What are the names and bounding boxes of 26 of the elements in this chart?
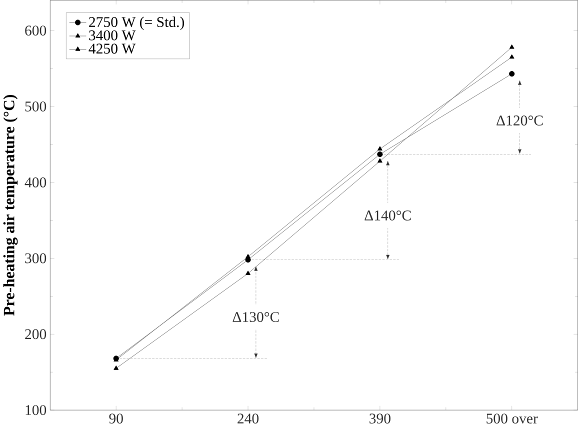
y-axis-title: Pre-heating air temperature (°C) xyxy=(3,95,18,316)
annotation: Δ120°C xyxy=(496,116,543,126)
x-tick-label: 390 xyxy=(370,414,390,424)
point xyxy=(509,54,514,59)
point xyxy=(246,270,250,276)
legend-label: 4250 W xyxy=(88,44,136,54)
annotation: Δ140°C xyxy=(364,210,411,221)
y-tick-label: 100 xyxy=(26,405,46,416)
annotation: Δ130°C xyxy=(232,312,279,322)
y-tick-label: 400 xyxy=(24,177,46,188)
y-tick-label: 600 xyxy=(25,26,46,36)
y-tick-label: 300 xyxy=(25,253,46,264)
legend-label: 2750 W (= Std.) xyxy=(89,16,184,30)
point xyxy=(377,152,383,158)
x-tick-label: 500 over xyxy=(486,414,538,424)
x-tick-label: 90 xyxy=(109,414,123,424)
x-tick-label: 240 xyxy=(238,414,259,424)
legend-label: 3400 W xyxy=(89,30,136,40)
point xyxy=(377,146,382,151)
point xyxy=(246,254,250,258)
y-tick-label: 200 xyxy=(25,329,46,340)
point xyxy=(509,71,515,77)
point xyxy=(114,366,119,370)
point xyxy=(509,44,514,49)
y-tick-label: 500 xyxy=(25,102,46,112)
point xyxy=(377,158,382,163)
